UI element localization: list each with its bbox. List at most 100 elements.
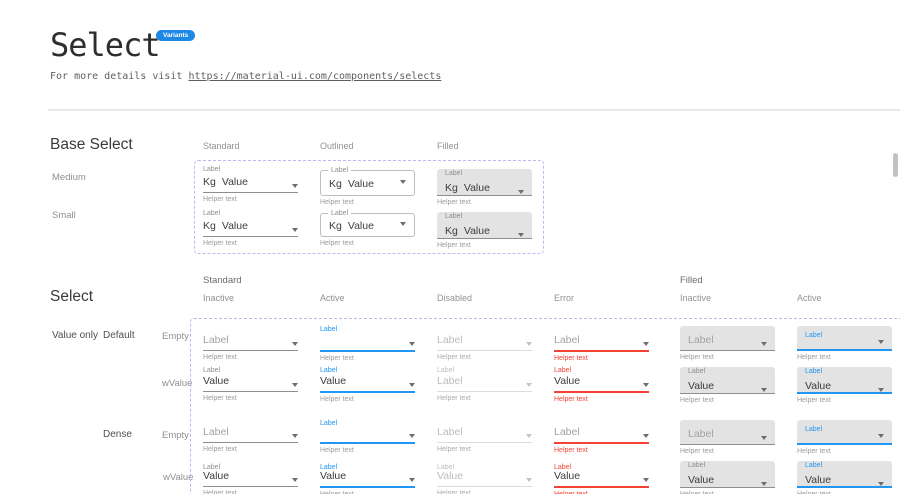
select-input[interactable]: Label <box>437 334 532 350</box>
row-header-small: Small <box>52 210 76 221</box>
select-value-wrap: Label <box>554 422 580 440</box>
select-input[interactable] <box>320 334 415 350</box>
select-input[interactable]: Value <box>320 375 415 391</box>
select-input[interactable]: Kg Value <box>321 174 414 192</box>
select-filled-box[interactable]: Label Value <box>797 367 892 394</box>
select-value: Value <box>554 470 581 482</box>
select-value-wrap: Label <box>437 422 463 440</box>
select-cell-standard-error-default-wvalue: Label Value Helper text <box>554 366 649 404</box>
select-input[interactable]: Value <box>688 376 767 394</box>
select-input[interactable]: Value <box>554 375 649 391</box>
select-cell-standard-small: Label Kg Value Helper text <box>203 209 298 248</box>
select-input[interactable]: Label <box>554 334 649 350</box>
helper-text: Helper text <box>554 491 649 494</box>
select-outline-box[interactable]: Label Kg Value <box>320 166 415 196</box>
select-input[interactable]: Value <box>805 376 884 394</box>
select-input[interactable]: Label <box>203 427 298 442</box>
select-input[interactable]: Kg Value <box>321 216 414 234</box>
select-input[interactable]: Kg Value <box>203 218 298 236</box>
dropdown-arrow-icon <box>526 478 532 482</box>
select-input[interactable]: Label <box>688 424 767 442</box>
helper-text: Helper text <box>203 240 237 247</box>
row-group-default: Default <box>103 330 135 341</box>
input-adornment: Kg <box>203 176 216 188</box>
select-input[interactable]: Label <box>688 330 767 348</box>
select-underline <box>320 442 415 444</box>
select-input[interactable]: Label <box>203 334 298 350</box>
select-value: Value <box>320 375 347 387</box>
select-input[interactable] <box>805 339 884 346</box>
helper-text: Helper text <box>680 397 714 404</box>
select-value-wrap: Label <box>554 330 580 348</box>
dropdown-arrow-icon <box>292 184 298 188</box>
dropdown-arrow-icon <box>643 383 649 387</box>
select-value-wrap: Label <box>437 371 463 389</box>
select-value: Value <box>203 375 230 387</box>
floating-label: Label <box>437 367 455 374</box>
helper-text: Helper text <box>203 446 237 453</box>
select-input[interactable]: Value <box>554 470 649 486</box>
helper-text: Helper text <box>680 448 714 455</box>
select-value: Label <box>554 334 580 346</box>
select-input[interactable]: Value <box>320 471 415 486</box>
dropdown-arrow-icon <box>292 478 298 482</box>
dropdown-arrow-icon <box>409 342 415 346</box>
select-value-wrap: Value <box>688 376 714 394</box>
select-cell-standard-active-default-wvalue: Label Value Helper text <box>320 366 415 404</box>
helper-text: Helper text <box>554 355 588 362</box>
select-value-wrap: Value <box>805 470 831 488</box>
column-header-filled: Filled <box>437 141 459 151</box>
select-input[interactable]: Value <box>203 471 298 486</box>
dropdown-arrow-icon <box>292 434 298 438</box>
select-input[interactable] <box>805 433 884 440</box>
select-input[interactable]: Kg Value <box>445 221 524 239</box>
select-value: Label <box>203 334 229 346</box>
select-input[interactable]: Value <box>688 470 767 488</box>
select-input[interactable]: Kg Value <box>445 178 524 196</box>
select-cell-standard-inactive-dense-wvalue: Label Value Helper text <box>203 463 298 494</box>
select-cell-standard-disabled-dense-empty: Label Helper text <box>437 419 532 454</box>
select-cell-standard-error-default-empty: Label Helper text <box>554 325 649 363</box>
select-input[interactable]: Value <box>203 375 298 391</box>
select-filled-box[interactable]: Label <box>680 420 775 445</box>
select-filled-box[interactable]: Label <box>797 326 892 351</box>
select-input[interactable]: Value <box>805 470 884 488</box>
dropdown-arrow-icon <box>643 434 649 438</box>
select-value-wrap: Label <box>688 330 714 348</box>
select-value: Value <box>437 470 464 482</box>
dropdown-arrow-icon <box>761 341 767 346</box>
select-input[interactable]: Label <box>437 427 532 442</box>
row-header-dense-wvalue: wValue <box>163 472 194 483</box>
docs-link[interactable]: https://material-ui.com/components/selec… <box>188 71 442 82</box>
select-outline-box[interactable]: Label Kg Value <box>320 209 415 237</box>
helper-text: Helper text <box>437 395 471 402</box>
column-header-error: Error <box>554 293 574 303</box>
dropdown-arrow-icon <box>400 180 406 184</box>
select-filled-box[interactable]: Label <box>680 326 775 351</box>
select-input[interactable]: Label <box>437 375 532 391</box>
select-input[interactable] <box>320 428 415 442</box>
floating-label: Label <box>554 464 572 471</box>
select-filled-box[interactable]: Label Value <box>680 461 775 488</box>
helper-text: Helper text <box>203 395 237 402</box>
select-filled-box[interactable]: Label <box>797 420 892 445</box>
select-value: Value <box>347 178 374 190</box>
select-filled-box[interactable]: Label Kg Value <box>437 169 532 196</box>
select-input[interactable]: Label <box>554 427 649 442</box>
helper-text: Helper text <box>680 354 714 361</box>
column-header-standard: Standard <box>203 141 240 151</box>
floating-label: Label <box>688 462 706 469</box>
select-filled-box[interactable]: Label Value <box>680 367 775 394</box>
select-value: Label <box>437 334 463 346</box>
select-input[interactable]: Kg Value <box>203 174 298 192</box>
vertical-scrollbar[interactable] <box>893 153 898 177</box>
select-value: Value <box>688 380 715 392</box>
floating-label: Label <box>437 464 455 471</box>
floating-label: Label <box>320 367 338 374</box>
floating-label: Label <box>203 210 221 217</box>
select-filled-box[interactable]: Label Kg Value <box>437 212 532 239</box>
select-input[interactable]: Value <box>437 470 532 486</box>
select-cell-filled-small: Label Kg Value Helper text <box>437 212 532 250</box>
select-value-wrap: Kg Value <box>445 221 490 239</box>
select-filled-box[interactable]: Label Value <box>797 461 892 488</box>
